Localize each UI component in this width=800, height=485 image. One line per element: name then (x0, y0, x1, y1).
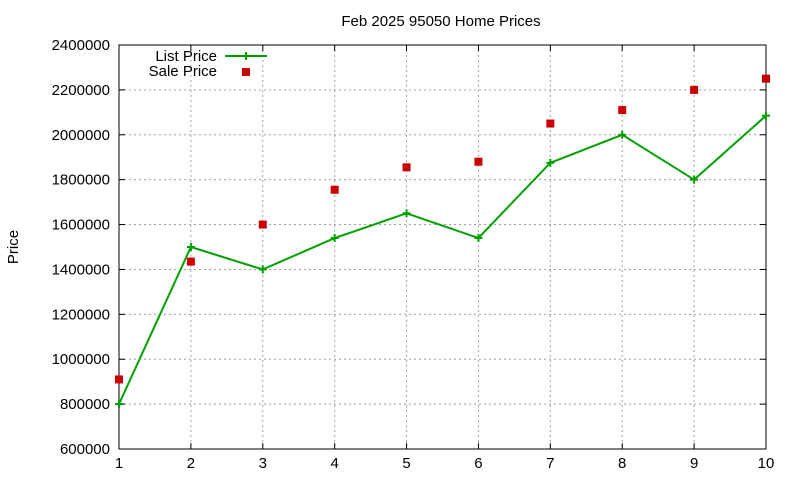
legend-marker-list-price (242, 52, 250, 60)
sale-price-point (115, 375, 123, 384)
y-tick-label: 2000000 (52, 127, 110, 144)
list-price-point (258, 265, 267, 274)
y-tick-label: 2400000 (52, 37, 110, 54)
x-tick-label: 1 (115, 455, 123, 472)
list-price-line (118, 114, 767, 405)
x-tick-label: 6 (474, 455, 482, 472)
y-tick-label: 2200000 (52, 82, 110, 99)
list-price-point (186, 243, 195, 251)
x-tick-label: 3 (259, 455, 267, 472)
sale-price-point (690, 85, 699, 94)
sale-price-point (402, 163, 411, 172)
list-price-point (762, 111, 770, 120)
y-tick-label: 1600000 (52, 217, 110, 234)
x-tick-label: 10 (758, 455, 775, 472)
grid (119, 45, 766, 449)
sale-price-point (330, 185, 339, 194)
y-tick-label: 800000 (60, 396, 110, 413)
axes: 1 2 3 4 5 6 7 8 9 10 600000 800000 1000000 1200000 140… (52, 37, 775, 472)
chart-title: Feb 2025 95050 Home Prices (341, 13, 540, 30)
sale-price-point (258, 220, 267, 229)
legend-label-sale-price: Sale Price (149, 63, 217, 80)
y-tick-label: 1000000 (52, 351, 110, 368)
sale-price-point (762, 74, 770, 83)
list-price-point (115, 400, 123, 409)
x-tick-label: 8 (618, 455, 626, 472)
list-price-point (330, 234, 339, 243)
plot-frame (118, 44, 767, 450)
y-tick-label: 1200000 (52, 306, 110, 323)
list-price-point (546, 158, 555, 167)
sale-price-point (186, 257, 195, 266)
list-price-point (618, 130, 627, 139)
x-tick-label: 2 (187, 455, 195, 472)
y-tick-label: 1800000 (52, 172, 110, 189)
legend-label-list-price: List Price (155, 48, 217, 65)
y-tick-label: 1400000 (52, 261, 110, 278)
list-price-point (474, 234, 483, 243)
x-tick-label: 9 (690, 455, 698, 472)
sale-price-point (474, 157, 483, 166)
sale-price-point (546, 119, 555, 128)
y-tick-label: 600000 (60, 441, 110, 458)
legend-marker-sale-price (242, 68, 250, 76)
list-price-point (402, 209, 411, 218)
sale-price-point (618, 106, 627, 115)
x-tick-label: 5 (402, 455, 410, 472)
list-price-point (690, 175, 699, 184)
series-layer (115, 74, 770, 409)
x-tick-label: 7 (546, 455, 554, 472)
y-axis-label: Price (5, 230, 22, 264)
x-tick-label: 4 (330, 455, 338, 472)
